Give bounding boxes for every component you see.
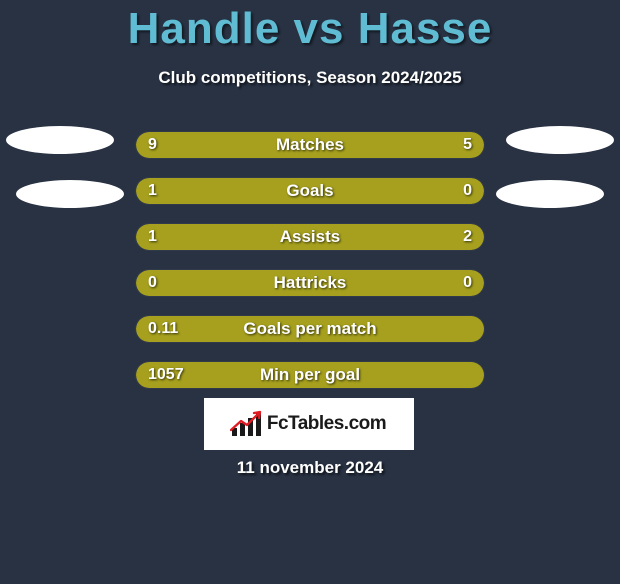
subtitle: Club competitions, Season 2024/2025 [0, 68, 620, 88]
bar-right-fill [310, 270, 484, 296]
player-left-oval-2 [16, 180, 124, 208]
bar-right-fill [251, 224, 484, 250]
fctables-logo: FcTables.com [204, 398, 414, 450]
bar-left-fill [136, 316, 484, 342]
bar-right-fill [400, 178, 484, 204]
bar-track [135, 361, 485, 389]
player-left-oval-1 [6, 126, 114, 154]
bar-track [135, 315, 485, 343]
logo-arrow-icon [230, 410, 262, 432]
logo-bars-icon [232, 412, 261, 436]
stat-row: Hattricks00 [0, 260, 620, 306]
bar-left-fill [136, 132, 359, 158]
bar-track [135, 131, 485, 159]
stat-row: Goals per match0.11 [0, 306, 620, 352]
stat-row: Min per goal1057 [0, 352, 620, 398]
player-right-oval-1 [506, 126, 614, 154]
bar-left-fill [136, 178, 400, 204]
logo-text: FcTables.com [267, 413, 386, 435]
page-title: Handle vs Hasse [0, 4, 620, 54]
player-right-oval-2 [496, 180, 604, 208]
stat-row: Assists12 [0, 214, 620, 260]
bar-track [135, 177, 485, 205]
comparison-chart: Matches95Goals10Assists12Hattricks00Goal… [0, 122, 620, 398]
date-label: 11 november 2024 [0, 458, 620, 478]
bar-left-fill [136, 362, 484, 388]
bar-track [135, 269, 485, 297]
bar-right-fill [359, 132, 484, 158]
bar-left-fill [136, 270, 310, 296]
bar-left-fill [136, 224, 251, 250]
bar-track [135, 223, 485, 251]
